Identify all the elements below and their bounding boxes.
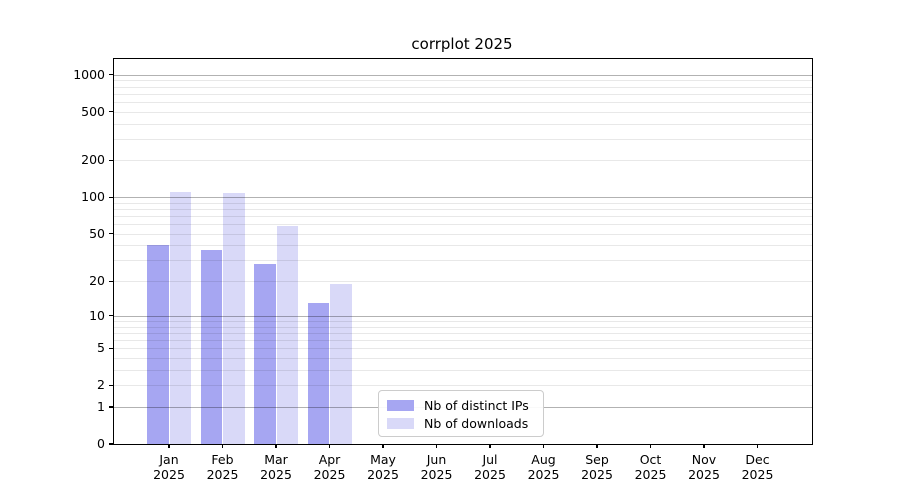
legend-swatch-distinct-ips [387, 399, 414, 411]
x-tick-label: Nov 2025 [688, 452, 720, 482]
x-tick-mark [328, 444, 331, 448]
x-tick-mark [596, 444, 598, 448]
x-tick-mark [382, 444, 384, 448]
x-tick-label: Feb 2025 [206, 452, 239, 482]
chart-title: corrplot 2025 [411, 35, 513, 53]
x-tick-label: Jan 2025 [153, 452, 185, 482]
y-tick-label: 5 [97, 340, 105, 356]
legend-label-downloads: Nb of downloads [424, 415, 529, 431]
x-tick-label: Jul 2025 [474, 452, 506, 482]
plot-area: 0 1 2 5 10 20 50 100 200 500 1000 Jan 2025 Feb 2025 Mar… [73, 58, 813, 482]
gridline-minor [114, 216, 812, 218]
y-tick-label: 200 [81, 152, 105, 168]
gridline-minor [114, 224, 812, 226]
gridline-minor [114, 86, 812, 88]
x-tick-mark [756, 444, 759, 448]
legend-entry-downloads: Nb of downloads [387, 414, 535, 432]
x-tick-mark [649, 444, 652, 448]
x-tick-label: Aug 2025 [527, 452, 560, 482]
x-tick-mark [703, 444, 705, 448]
y-tick-mark [109, 74, 114, 76]
x-tick-label: May 2025 [367, 452, 399, 482]
gridline-minor [114, 101, 812, 103]
y-tick-label: 2 [97, 377, 105, 393]
gridline-major [114, 74, 812, 76]
bar-distinct-ips-3 [307, 302, 329, 444]
y-tick-label: 20 [89, 273, 105, 289]
x-tick-mark [168, 444, 170, 448]
bar-downloads-3 [330, 283, 352, 444]
x-tick-mark [221, 444, 224, 448]
y-tick-mark [109, 347, 114, 349]
legend-label-distinct-ips: Nb of distinct IPs [424, 397, 529, 413]
y-tick-label: 10 [89, 307, 105, 323]
x-tick-label: Apr 2025 [313, 452, 346, 482]
x-tick-label: Dec 2025 [741, 452, 774, 482]
gridline-major [114, 197, 812, 199]
x-tick-mark [435, 444, 438, 448]
x-tick-mark [275, 444, 277, 448]
gridline-minor [114, 138, 812, 140]
gridline-minor [114, 80, 812, 82]
bar-downloads-2 [276, 226, 298, 444]
y-tick-label: 0 [97, 436, 105, 451]
bar-distinct-ips-0 [147, 245, 169, 444]
legend: Nb of distinct IPs Nb of downloads [378, 390, 544, 437]
y-tick-mark [109, 196, 114, 198]
gridline-minor [114, 202, 812, 204]
y-tick-mark [109, 280, 114, 282]
bar-distinct-ips-1 [200, 249, 222, 444]
x-tick-label: Mar 2025 [260, 452, 292, 482]
x-tick-label: Jun 2025 [420, 452, 453, 482]
gridline-minor [114, 209, 812, 211]
gridline-minor [114, 233, 812, 235]
y-tick-mark [109, 443, 114, 445]
y-tick-mark [109, 111, 114, 113]
y-tick-mark [109, 159, 114, 162]
x-tick-mark [542, 444, 545, 448]
y-tick-label: 1000 [73, 66, 105, 82]
gridline-minor [114, 93, 812, 95]
y-tick-label: 1 [97, 398, 105, 414]
bar-distinct-ips-2 [254, 263, 276, 444]
y-tick-label: 100 [81, 189, 105, 205]
gridline-minor [114, 111, 812, 113]
bar-downloads-1 [223, 193, 245, 444]
x-tick-label: Sep 2025 [581, 452, 613, 482]
y-tick-mark [109, 233, 114, 235]
gridline-minor [114, 245, 812, 247]
x-tick-mark [489, 444, 491, 448]
x-tick-label: Oct 2025 [634, 452, 667, 482]
gridline-minor [114, 123, 812, 125]
y-tick-mark [109, 406, 114, 408]
y-tick-mark [109, 384, 114, 386]
gridline-minor [114, 160, 812, 162]
legend-swatch-downloads [387, 417, 414, 429]
y-tick-mark [109, 315, 114, 317]
y-tick-label: 50 [89, 225, 105, 241]
y-tick-label: 500 [81, 103, 105, 119]
legend-entry-distinct-ips: Nb of distinct IPs [387, 396, 535, 414]
bar-downloads-0 [169, 192, 191, 444]
